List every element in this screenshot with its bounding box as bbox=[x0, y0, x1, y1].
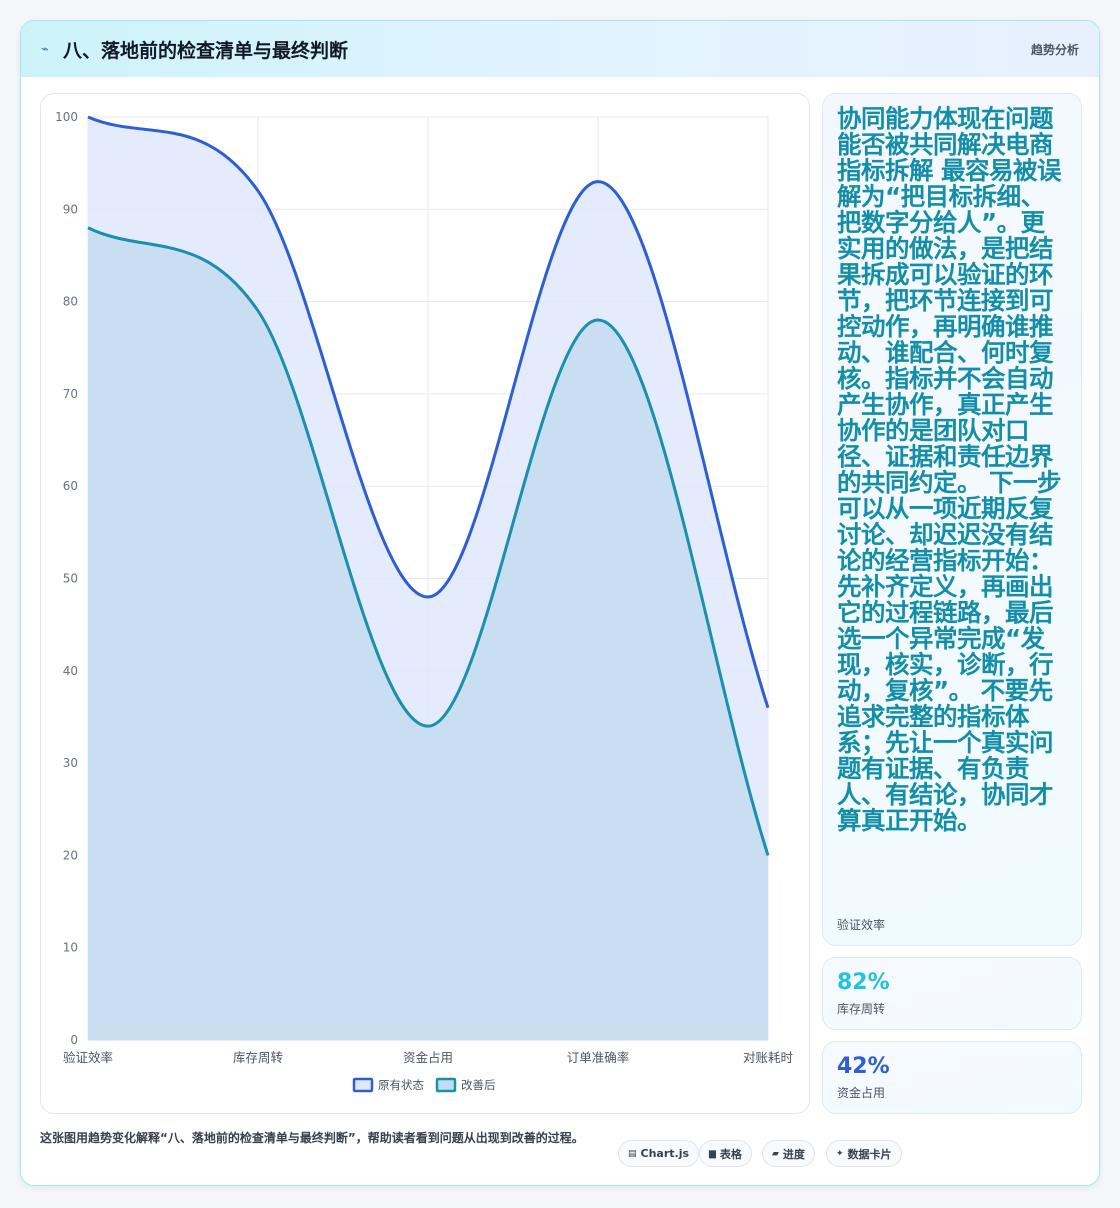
card-header: ⌁ 八、落地前的检查清单与最终判断 趋势分析 bbox=[21, 21, 1099, 77]
y-tick-label: 70 bbox=[63, 387, 78, 401]
y-tick-label: 90 bbox=[63, 202, 78, 216]
stat-value: 42% bbox=[837, 1054, 890, 1079]
pill-label: 进度 bbox=[782, 1147, 805, 1161]
x-tick-label: 对账耗时 bbox=[743, 1050, 794, 1065]
table-icon: ▆ bbox=[709, 1148, 716, 1159]
y-tick-label: 100 bbox=[55, 110, 78, 124]
y-tick-label: 40 bbox=[63, 664, 78, 678]
stat-label: 资金占用 bbox=[837, 1086, 886, 1100]
chart-panel: 0 10 20 30 40 50 60 70 80 90 100 验证效率 库存周转 资金占用 订单准确率 对… bbox=[40, 93, 810, 1114]
y-tick-label: 60 bbox=[63, 479, 78, 493]
y-tick-label: 30 bbox=[63, 756, 78, 770]
x-tick-label: 订单准确率 bbox=[567, 1050, 630, 1065]
stat-card-inventory: 82% 库存周转 bbox=[822, 957, 1082, 1030]
pill-label: 数据卡片 bbox=[847, 1147, 892, 1161]
pill-table[interactable]: ▆ 表格 bbox=[699, 1140, 752, 1167]
y-tick-label: 20 bbox=[63, 848, 78, 862]
pill-chartjs[interactable]: ▤ Chart.js bbox=[618, 1140, 700, 1167]
area-chart: 0 10 20 30 40 50 60 70 80 90 100 验证效率 库存周转 资金占用 订单准确率 对… bbox=[55, 110, 794, 1093]
insight-label: 验证效率 bbox=[837, 918, 886, 932]
report-card: ⌁ 八、落地前的检查清单与最终判断 趋势分析 0 10 20 30 40 50 60 70 80… bbox=[20, 20, 1100, 1186]
y-tick-label: 80 bbox=[63, 295, 78, 309]
pill-label: Chart.js bbox=[640, 1147, 690, 1160]
insight-card: 协同能力体现在问题能否被共同解决电商指标拆解 最容易被误解为“把目标拆细、把数字… bbox=[822, 93, 1082, 946]
progress-icon: ▰ bbox=[772, 1148, 779, 1159]
x-tick-label: 资金占用 bbox=[403, 1050, 453, 1065]
legend-label: 原有状态 bbox=[378, 1078, 424, 1092]
chart-caption: 这张图用趋势变化解释“八、落地前的检查清单与最终判断”，帮助读者看到问题从出现到… bbox=[40, 1131, 584, 1145]
stat-value: 82% bbox=[837, 970, 890, 995]
legend-swatch bbox=[352, 1077, 374, 1093]
sparkle-icon: ✦ bbox=[836, 1148, 844, 1159]
trend-icon: ⌁ bbox=[41, 41, 49, 57]
chart-icon: ▤ bbox=[628, 1148, 637, 1159]
stat-card-capital: 42% 资金占用 bbox=[822, 1041, 1082, 1114]
x-tick-label: 库存周转 bbox=[233, 1050, 283, 1065]
legend-label: 改善后 bbox=[461, 1078, 496, 1092]
series-area-2 bbox=[88, 227, 768, 1040]
page-title: 八、落地前的检查清单与最终判断 bbox=[63, 39, 349, 62]
y-tick-label: 0 bbox=[70, 1033, 78, 1047]
pill-progress[interactable]: ▰ 进度 bbox=[762, 1140, 815, 1167]
insight-text: 协同能力体现在问题能否被共同解决电商指标拆解 最容易被误解为“把目标拆细、把数字… bbox=[837, 104, 1062, 835]
y-tick-label: 50 bbox=[63, 572, 78, 586]
series-line-1 bbox=[87, 115, 770, 709]
pill-data-card[interactable]: ✦ 数据卡片 bbox=[826, 1140, 902, 1167]
series-line-2 bbox=[87, 226, 770, 856]
stat-label: 库存周转 bbox=[837, 1002, 886, 1016]
header-tag: 趋势分析 bbox=[1030, 42, 1079, 57]
pill-label: 表格 bbox=[719, 1147, 742, 1161]
x-tick-label: 验证效率 bbox=[63, 1050, 113, 1065]
legend-swatch bbox=[435, 1077, 457, 1093]
y-tick-label: 10 bbox=[63, 941, 78, 955]
